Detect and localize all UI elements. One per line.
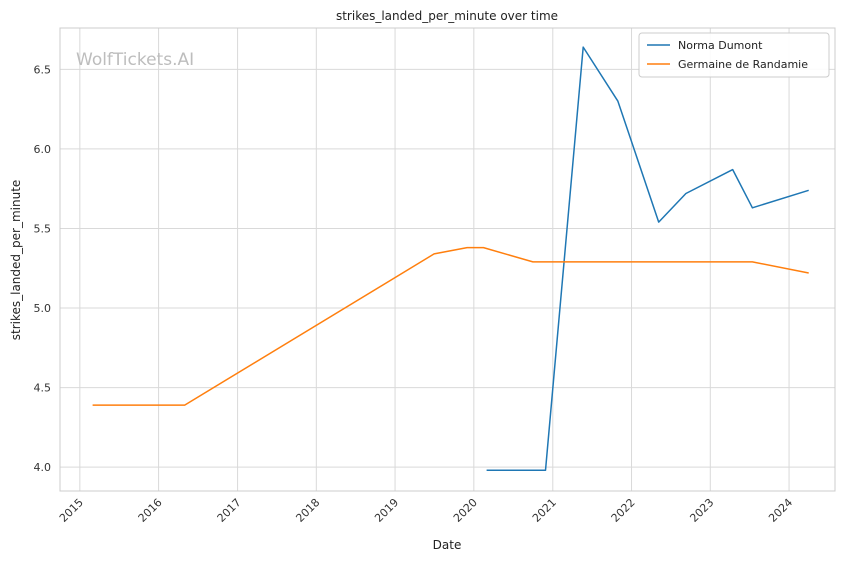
y-tick-label: 4.0 <box>34 461 52 474</box>
legend-label-germaine-de-randamie: Germaine de Randamie <box>678 58 808 71</box>
x-axis: 2015 2016 2017 2018 2019 2020 2021 2022 2023 2024 <box>57 496 795 525</box>
y-tick-label: 5.0 <box>34 302 52 315</box>
legend-box <box>638 32 830 78</box>
series-line-norma-dumont <box>486 46 809 472</box>
y-tick-label: 6.5 <box>34 63 52 76</box>
y-axis-title: strikes_landed_per_minute <box>9 180 23 341</box>
legend: Norma Dumont Germaine de Randamie <box>638 32 830 78</box>
series-line-germaine-de-randamie <box>92 246 809 406</box>
y-tick-label: 6.0 <box>34 143 52 156</box>
chart-title: strikes_landed_per_minute over time <box>336 9 558 23</box>
grid <box>60 28 835 491</box>
y-tick-label: 5.5 <box>34 222 52 235</box>
watermark: WolfTickets.AI <box>76 50 194 70</box>
legend-label-norma-dumont: Norma Dumont <box>678 39 763 52</box>
x-axis-title: Date <box>433 538 462 552</box>
y-axis: 4.0 4.5 5.0 5.5 6.0 6.5 <box>34 63 52 474</box>
series-layer <box>92 46 809 472</box>
y-tick-label: 4.5 <box>34 382 52 395</box>
plot-area <box>59 27 836 492</box>
